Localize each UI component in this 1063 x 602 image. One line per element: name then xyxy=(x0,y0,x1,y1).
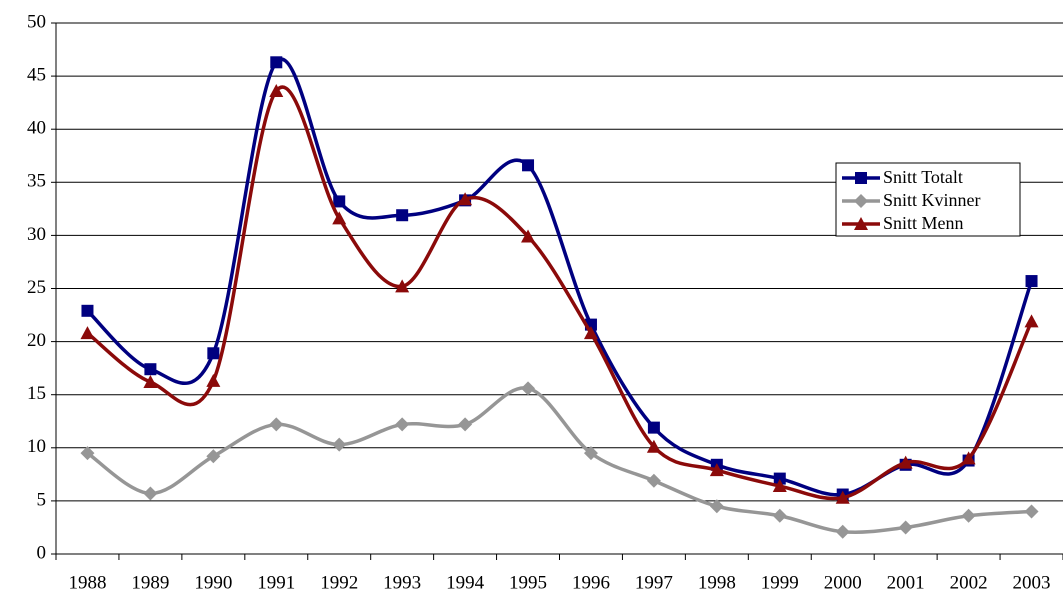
marker xyxy=(143,486,158,501)
marker xyxy=(269,417,284,432)
legend-label: Snitt Menn xyxy=(883,213,964,233)
x-tick-label: 1996 xyxy=(572,572,610,593)
x-tick-label: 1989 xyxy=(131,572,169,593)
x-tick-label: 2002 xyxy=(950,572,988,593)
marker xyxy=(898,455,913,469)
x-tick-label: 1991 xyxy=(257,572,295,593)
marker xyxy=(646,473,661,488)
x-tick-label: 1997 xyxy=(635,572,673,593)
marker xyxy=(1024,314,1039,328)
marker xyxy=(270,56,283,69)
marker xyxy=(81,304,94,317)
marker xyxy=(647,421,660,434)
marker xyxy=(583,326,598,340)
x-tick-label: 1993 xyxy=(383,572,421,593)
legend-marker xyxy=(854,194,868,208)
marker xyxy=(396,209,409,222)
y-tick-label: 10 xyxy=(27,436,46,457)
x-tick-label: 2000 xyxy=(824,572,862,593)
marker xyxy=(961,451,976,465)
marker xyxy=(773,472,786,485)
y-tick-label: 45 xyxy=(27,64,46,85)
marker xyxy=(332,437,347,452)
marker xyxy=(521,381,536,396)
marker xyxy=(395,417,410,432)
y-tick-label: 0 xyxy=(37,542,47,563)
marker xyxy=(835,524,850,539)
x-tick-label: 1998 xyxy=(698,572,736,593)
x-tick-label: 2001 xyxy=(887,572,925,593)
marker xyxy=(709,499,724,514)
marker xyxy=(80,326,95,340)
y-tick-label: 50 xyxy=(27,11,46,32)
marker xyxy=(898,520,913,535)
y-tick-label: 30 xyxy=(27,224,46,245)
marker xyxy=(395,279,410,293)
legend-label: Snitt Totalt xyxy=(883,167,963,187)
series-line xyxy=(86,386,1032,534)
legend-label: Snitt Kvinner xyxy=(883,190,981,210)
marker xyxy=(835,490,850,504)
marker xyxy=(269,83,284,97)
y-tick-label: 20 xyxy=(27,330,46,351)
y-tick-label: 15 xyxy=(27,383,46,404)
legend-marker xyxy=(855,172,867,184)
y-tick-label: 40 xyxy=(27,118,46,139)
marker xyxy=(332,211,347,225)
marker xyxy=(1024,504,1039,519)
legend-marker xyxy=(854,217,868,230)
y-tick-label: 35 xyxy=(27,171,46,192)
marker xyxy=(333,195,346,208)
marker xyxy=(709,463,724,477)
legend: Snitt Totalt Snitt Kvinner Snitt Menn xyxy=(835,162,1021,237)
x-tick-label: 1994 xyxy=(446,572,485,593)
marker xyxy=(458,192,473,206)
marker xyxy=(206,373,221,387)
marker xyxy=(80,446,95,461)
series-line xyxy=(86,85,1034,501)
y-tick-label: 25 xyxy=(27,277,46,298)
marker xyxy=(772,479,787,493)
x-tick-label: 1992 xyxy=(320,572,358,593)
y-tick-label: 5 xyxy=(37,489,47,510)
x-tick-label: 1999 xyxy=(761,572,799,593)
x-tick-label: 1995 xyxy=(509,572,547,593)
x-tick-label: 1990 xyxy=(194,572,232,593)
marker xyxy=(646,439,661,453)
x-tick-label: 1988 xyxy=(68,572,106,593)
marker xyxy=(1025,275,1038,288)
marker xyxy=(206,449,221,464)
marker xyxy=(144,363,157,376)
x-tick-label: 2003 xyxy=(1013,572,1051,593)
marker xyxy=(458,417,473,432)
marker xyxy=(961,508,976,523)
marker xyxy=(583,446,598,461)
marker xyxy=(207,347,220,360)
marker xyxy=(772,508,787,523)
marker xyxy=(522,159,535,172)
marker xyxy=(521,229,536,243)
marker xyxy=(143,374,158,388)
